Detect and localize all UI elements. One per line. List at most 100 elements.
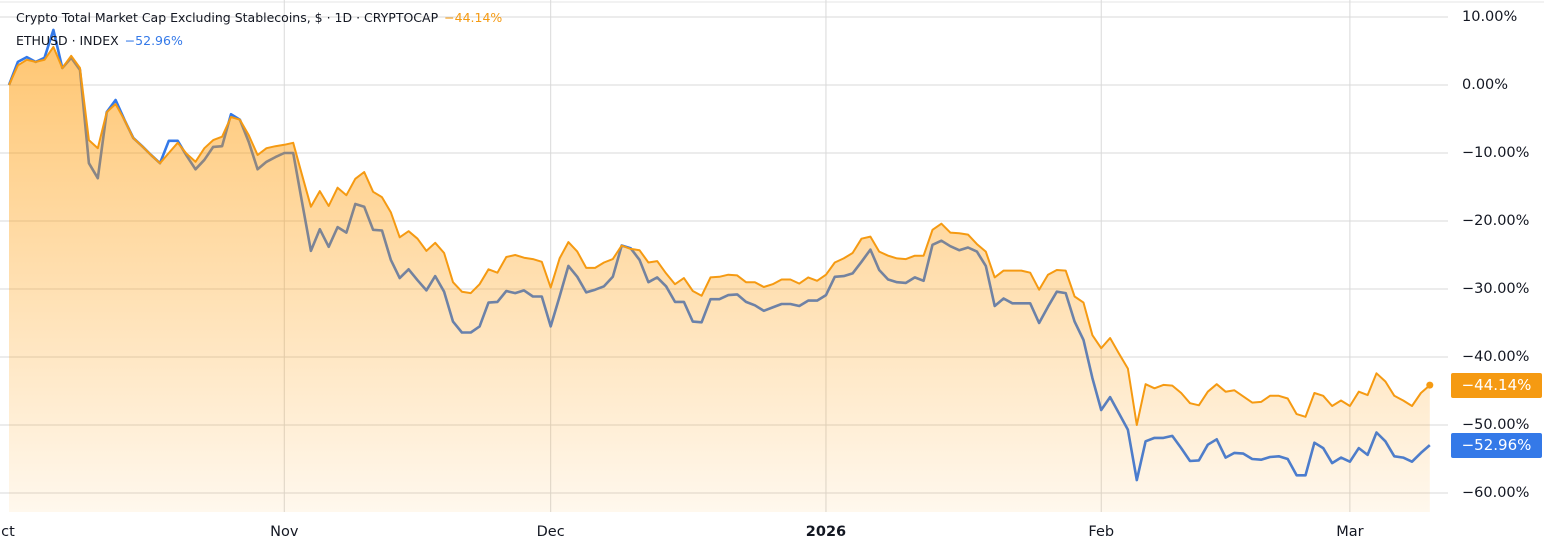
market-cap-data-point [833, 261, 836, 264]
market-cap-data-point [1091, 334, 1094, 337]
market-cap-data-point [176, 141, 179, 144]
market-cap-data-point [1366, 394, 1369, 397]
market-cap-data-point [789, 278, 792, 281]
market-cap-data-point [34, 60, 37, 63]
market-cap-data-point [194, 160, 197, 163]
market-cap-data-point [1242, 395, 1245, 398]
market-cap-data-point [736, 274, 739, 277]
market-cap-data-point [1286, 397, 1289, 400]
market-cap-data-point [931, 228, 934, 231]
market-cap-data-point [523, 256, 526, 259]
market-cap-data-point [452, 281, 455, 284]
last-value-badge-market-cap: −44.14% [1451, 372, 1542, 398]
market-cap-data-point [478, 283, 481, 286]
market-cap-data-point [594, 266, 597, 269]
market-cap-data-point [771, 283, 774, 286]
legend-label-market-cap: Crypto Total Market Cap Excluding Stable… [16, 10, 439, 25]
market-cap-data-point [1340, 399, 1343, 402]
market-cap-data-point [567, 241, 570, 244]
market-cap-data-point [221, 135, 224, 138]
market-cap-data-point [1348, 404, 1351, 407]
market-cap-data-point [540, 260, 543, 263]
market-cap-data-point [496, 271, 499, 274]
market-cap-data-point [265, 147, 268, 150]
market-cap-data-point [363, 171, 366, 174]
market-cap-data-point [1357, 390, 1360, 393]
x-tick-label: Mar [1336, 524, 1364, 540]
market-cap-data-point [132, 137, 135, 140]
market-cap-series[interactable] [8, 45, 1434, 426]
market-cap-data-point [1055, 268, 1058, 271]
ethusd-data-point [16, 60, 19, 63]
market-cap-data-point [380, 196, 383, 199]
market-cap-data-point [1375, 372, 1378, 375]
market-cap-data-point [531, 258, 534, 261]
market-cap-data-point [43, 58, 46, 61]
market-cap-data-point [1082, 301, 1085, 304]
market-cap-data-point [185, 152, 188, 155]
market-cap-data-point [753, 281, 756, 284]
ethusd-data-point [167, 139, 170, 142]
market-cap-data-point [105, 111, 108, 114]
market-cap-data-point [1135, 424, 1138, 427]
market-cap-data-point [887, 254, 890, 257]
market-cap-data-point [629, 247, 632, 250]
ethusd-data-point [52, 28, 55, 31]
market-cap-data-point [212, 139, 215, 142]
y-tick-label: −40.00% [1462, 349, 1530, 365]
market-cap-data-point [514, 254, 517, 257]
market-cap-data-point [25, 58, 28, 61]
market-cap-data-point [958, 232, 961, 235]
market-cap-data-point [780, 278, 783, 281]
market-cap-data-point [230, 115, 233, 118]
market-cap-data-point [1126, 367, 1129, 370]
market-cap-data-point [1162, 383, 1165, 386]
y-tick-label: −60.00% [1462, 485, 1530, 501]
market-cap-data-point [1384, 380, 1387, 383]
x-tick-label: Nov [270, 524, 299, 540]
market-cap-data-point [1171, 384, 1174, 387]
y-tick-label: −50.00% [1462, 417, 1530, 433]
market-cap-data-point [16, 64, 19, 67]
market-cap-data-point [1322, 394, 1325, 397]
market-cap-data-point [869, 235, 872, 238]
market-cap-line[interactable] [8, 45, 1431, 426]
y-tick-label: 10.00% [1462, 9, 1518, 25]
market-cap-data-point [292, 141, 295, 144]
market-cap-data-point [674, 283, 677, 286]
market-cap-data-point [150, 154, 153, 157]
market-cap-data-point [549, 286, 552, 289]
market-cap-data-point [1109, 336, 1112, 339]
market-cap-data-point [398, 236, 401, 239]
market-cap-data-point [1029, 271, 1032, 274]
market-cap-data-point [638, 249, 641, 252]
legend-series-market-cap[interactable]: Crypto Total Market Cap Excluding Stable… [16, 10, 502, 26]
market-cap-data-point [1304, 415, 1307, 418]
market-cap-data-point [949, 231, 952, 234]
market-cap-data-point [1260, 400, 1263, 403]
market-cap-data-point [372, 190, 375, 193]
market-cap-data-point [1073, 295, 1076, 298]
market-cap-data-point [318, 190, 321, 193]
market-cap-data-point [123, 118, 126, 121]
market-cap-data-point [1011, 269, 1014, 272]
y-tick-label: −10.00% [1462, 145, 1530, 161]
legend-label-ethusd: ETHUSD · INDEX [16, 33, 119, 48]
market-cap-data-point [851, 251, 854, 254]
legend-series-ethusd[interactable]: ETHUSD · INDEX −52.96% [16, 33, 183, 49]
market-cap-data-point [416, 237, 419, 240]
market-cap-data-point [1153, 387, 1156, 390]
market-cap-data-point [354, 177, 357, 180]
market-cap-data-point [558, 257, 561, 260]
market-cap-data-point [460, 290, 463, 293]
market-cap-data-point [611, 258, 614, 261]
market-cap-area [9, 46, 1430, 513]
market-cap-data-point [1268, 394, 1271, 397]
market-cap-data-point [505, 256, 508, 259]
market-cap-data-point [585, 266, 588, 269]
market-cap-data-point [70, 54, 73, 57]
market-cap-data-point [1180, 392, 1183, 395]
market-cap-data-point [762, 285, 765, 288]
market-cap-data-point [904, 258, 907, 261]
